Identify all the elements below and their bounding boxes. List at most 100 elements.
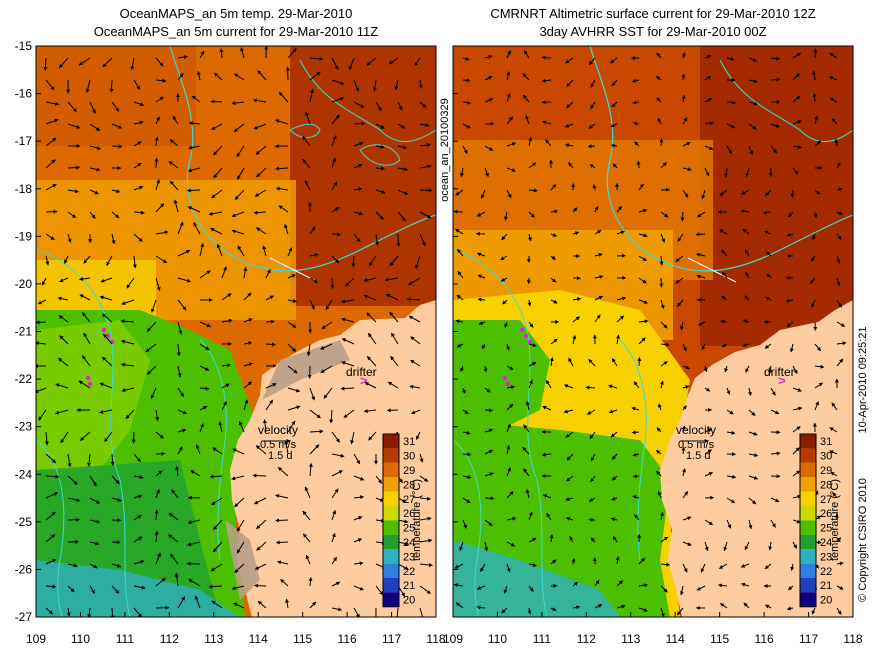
current-arrow (681, 94, 686, 103)
current-arrow (770, 387, 776, 396)
current-arrow (212, 447, 223, 455)
current-arrow (814, 115, 819, 125)
current-arrow (594, 579, 600, 587)
current-arrow (67, 475, 78, 485)
current-arrow (302, 510, 311, 521)
current-arrow (720, 295, 728, 301)
current-arrow (506, 142, 517, 147)
current-arrow (748, 123, 757, 130)
left-drifter-marker: > (360, 373, 368, 388)
current-arrow (704, 449, 713, 455)
right-x-tick-label: 111 (533, 632, 552, 646)
current-arrow (155, 230, 169, 235)
current-arrow (345, 277, 355, 287)
current-arrow (572, 581, 579, 587)
current-arrow (243, 341, 253, 346)
current-arrow (612, 535, 618, 543)
current-arrow (170, 553, 179, 565)
current-arrow (811, 607, 816, 615)
colorbar-swatch (383, 448, 399, 463)
colorbar-swatch (800, 563, 816, 578)
current-arrow (696, 274, 706, 279)
current-arrow (234, 497, 245, 508)
current-arrow (168, 512, 179, 521)
current-arrow (45, 137, 57, 147)
current-arrow (726, 100, 736, 105)
current-arrow (397, 541, 410, 546)
colorbar-tick-label: 28 (820, 479, 832, 491)
current-arrow (810, 255, 816, 262)
current-arrow (659, 255, 664, 266)
current-arrow (506, 491, 514, 499)
current-arrow (638, 557, 646, 565)
current-arrow (106, 255, 113, 267)
current-arrow (525, 114, 530, 125)
current-arrow (275, 186, 289, 191)
current-arrow (331, 97, 345, 103)
right-x-tick-label: 112 (577, 632, 596, 646)
right-x-tick-label: 118 (843, 632, 862, 646)
colorbar-tick-label: 22 (403, 566, 415, 578)
current-arrow (829, 450, 838, 455)
current-arrow (101, 313, 113, 323)
current-arrow (682, 189, 689, 198)
current-arrow (111, 123, 123, 129)
current-arrow (177, 446, 183, 455)
current-arrow (353, 164, 363, 169)
current-arrow (792, 145, 802, 149)
current-arrow (243, 362, 253, 367)
current-arrow (255, 145, 267, 155)
current-arrow (726, 123, 736, 129)
current-arrow (394, 79, 399, 91)
current-arrow (304, 486, 311, 499)
current-arrow (545, 379, 552, 389)
current-arrow (742, 343, 750, 347)
y-tick-label: -15 (15, 39, 33, 53)
current-arrow (525, 488, 530, 499)
current-arrow (133, 607, 143, 617)
current-arrow (566, 101, 574, 109)
current-arrow (638, 337, 646, 345)
current-arrow (770, 56, 781, 61)
current-arrow (569, 536, 574, 543)
current-arrow (331, 157, 336, 169)
current-arrow (121, 387, 135, 393)
current-arrow (660, 211, 669, 218)
current-arrow (231, 229, 245, 235)
y-tick-label: -25 (15, 515, 33, 529)
current-arrow (660, 299, 665, 310)
left-x-tick-label: 117 (382, 632, 401, 646)
current-arrow (177, 55, 188, 60)
current-arrow (789, 343, 794, 353)
current-arrow (550, 299, 558, 304)
current-arrow (792, 541, 798, 549)
current-arrow (305, 111, 311, 125)
current-arrow (237, 245, 245, 257)
current-arrow (199, 50, 205, 59)
current-arrow (726, 474, 737, 479)
current-arrow (243, 399, 249, 411)
current-arrow (522, 447, 530, 455)
current-arrow (476, 252, 486, 257)
current-arrow (211, 189, 223, 199)
current-arrow (211, 123, 223, 130)
current-arrow (564, 123, 574, 128)
current-arrow (484, 76, 493, 81)
current-arrow (397, 189, 409, 195)
current-arrow (811, 299, 816, 308)
current-arrow (766, 273, 772, 279)
current-arrow (231, 101, 245, 106)
current-arrow (658, 403, 662, 411)
left-velocity-label: velocity (258, 423, 298, 437)
current-arrow (682, 541, 692, 546)
current-arrow (682, 405, 687, 411)
current-arrow (104, 431, 113, 443)
current-arrow (309, 88, 315, 103)
y-tick-label: -17 (15, 134, 33, 148)
current-arrow (484, 541, 489, 552)
current-arrow (681, 425, 686, 433)
current-arrow (506, 423, 511, 433)
current-arrow (541, 55, 552, 60)
current-arrow (133, 453, 141, 463)
